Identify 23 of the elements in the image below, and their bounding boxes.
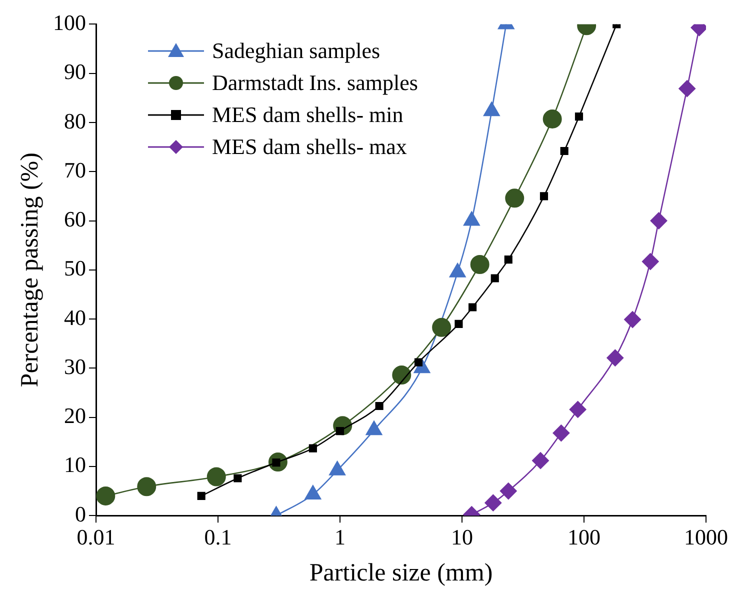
y-tick-label: 80 [64, 108, 86, 134]
y-tick-label: 0 [75, 501, 86, 526]
x-axis-title: Particle size (mm) [309, 560, 493, 587]
y-tick-label: 60 [64, 206, 86, 232]
legend-label: MES dam shells- min [212, 102, 404, 128]
y-axis-title: Percentage passing (%) [16, 152, 44, 388]
legend-label: Darmstadt Ins. samples [212, 70, 418, 96]
x-tick-label: 10 [451, 524, 473, 550]
y-tick-label: 20 [64, 403, 86, 428]
y-tick-label: 90 [64, 59, 86, 84]
y-tick-label: 100 [53, 10, 86, 35]
x-tick-label: 1 [334, 524, 346, 550]
y-tick-label: 30 [64, 354, 86, 379]
y-tick-label: 50 [64, 256, 86, 281]
y-tick-label: 10 [64, 452, 86, 478]
x-tick-label: 100 [568, 524, 600, 550]
x-tick-label: 0.01 [76, 524, 116, 550]
x-tick-label: 1000 [684, 524, 728, 550]
x-tick-label: 0.1 [204, 524, 232, 550]
y-tick-label: 40 [64, 304, 86, 330]
legend-label: Sadeghian samples [212, 38, 380, 64]
y-tick-label: 70 [64, 157, 86, 182]
legend-label: MES dam shells- max [212, 134, 407, 160]
